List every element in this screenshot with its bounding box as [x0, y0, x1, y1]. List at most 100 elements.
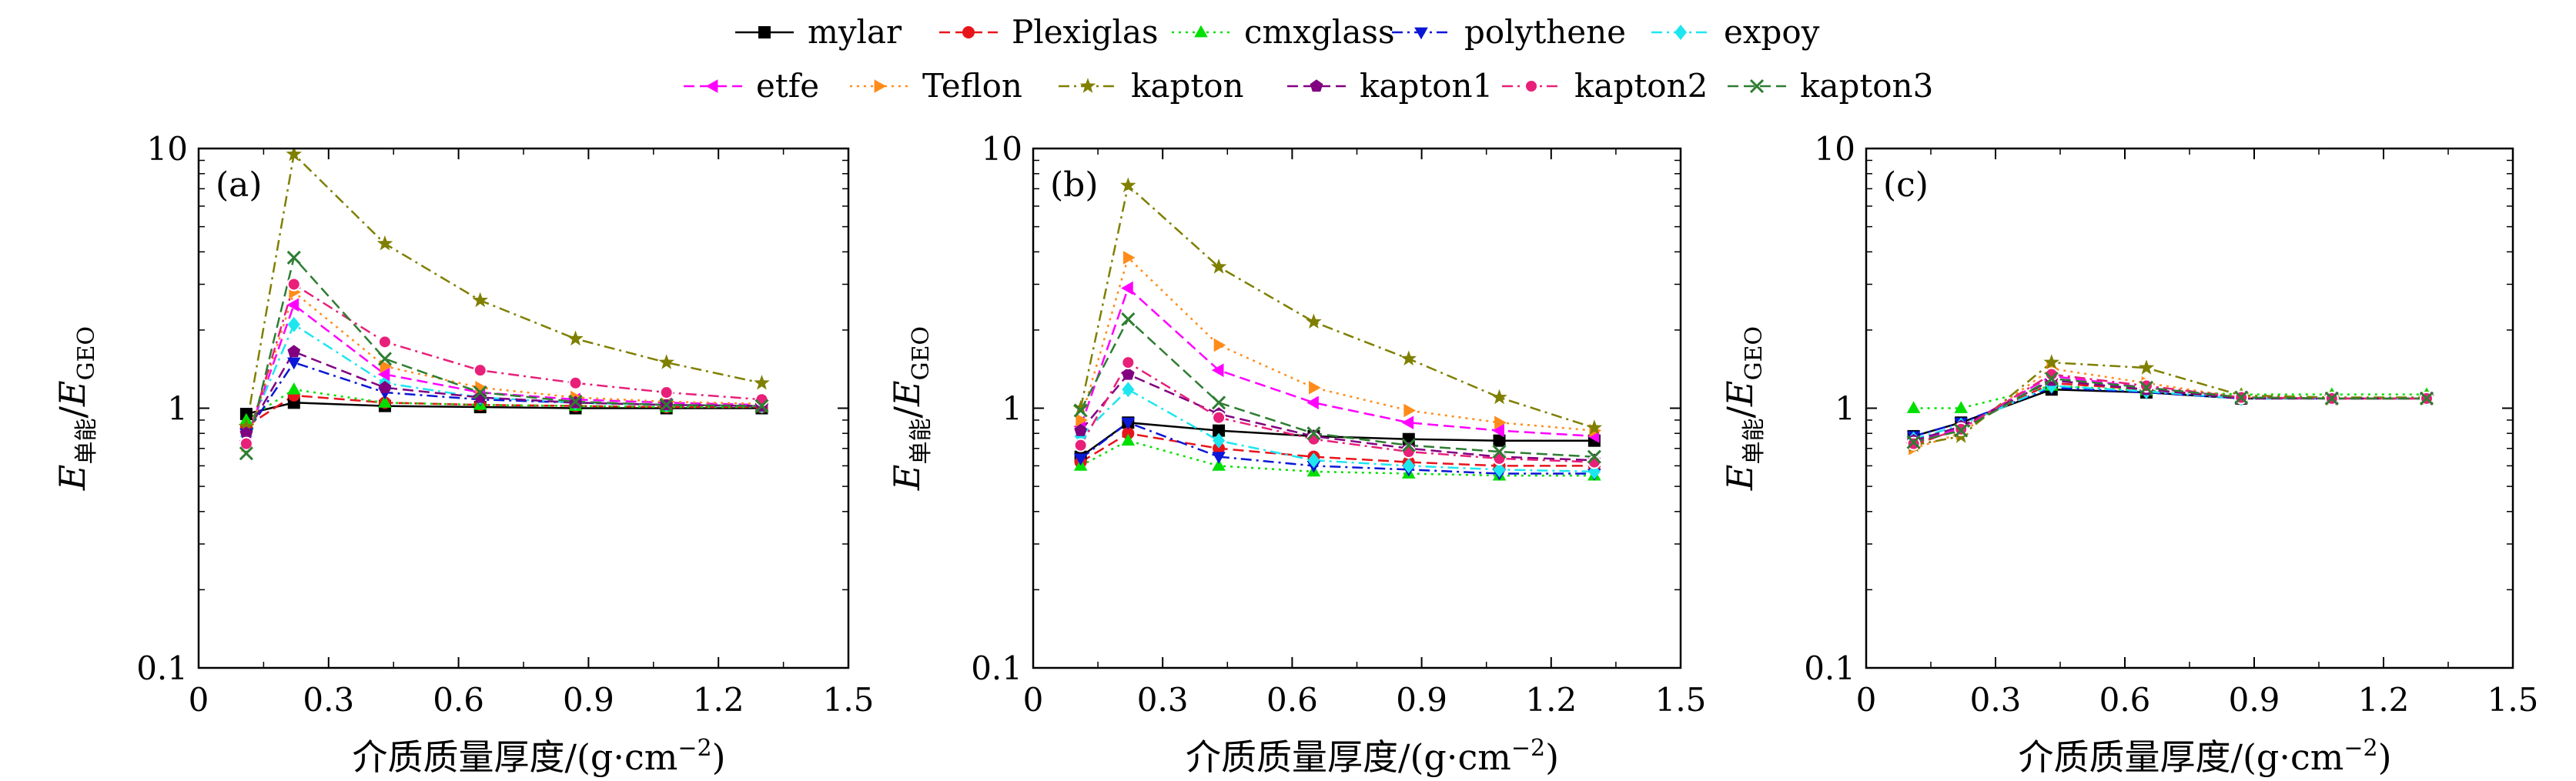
- point-kapton3: [1212, 396, 1226, 410]
- point-kapton3: [286, 250, 301, 265]
- series-line-expoy: [245, 322, 762, 437]
- y-tick-label: 0.1: [1804, 649, 1855, 687]
- point-kapton2: [1212, 410, 1226, 425]
- y-axis-title-part: 单能: [1741, 418, 1768, 464]
- x-tick-label: 1.5: [2487, 681, 2539, 719]
- point-kapton: [2043, 354, 2060, 369]
- point-etfe: [377, 367, 390, 382]
- y-axis-title-part: E: [1719, 464, 1761, 491]
- legend-item-etfe: etfe: [684, 67, 819, 105]
- legend-marker: [1674, 25, 1687, 40]
- point-kapton1: [1074, 423, 1087, 436]
- point-kapton2: [377, 335, 392, 349]
- point-kapton2: [659, 385, 674, 400]
- y-axis-title-part: E: [1719, 380, 1761, 407]
- legend-marker: [758, 26, 771, 38]
- point-expoy: [287, 316, 300, 332]
- plot-area: [238, 149, 770, 461]
- point-kapton3: [1121, 312, 1136, 326]
- legend-label: etfe: [756, 67, 819, 105]
- point-kapton3: [2324, 391, 2339, 406]
- x-tick-label: 1.2: [693, 681, 744, 719]
- point-kapton: [376, 235, 393, 251]
- point-etfe: [1121, 281, 1133, 295]
- legend-item-mylar: mylar: [735, 13, 902, 51]
- point-expoy: [1493, 462, 1506, 478]
- panel-c: 0 0.3 0.6 0.9 1.2 1.5 0.1 1 10 (c) 介质质量厚度/(g·cm−2)…: [1719, 130, 2538, 778]
- point-plexiglas: [1122, 427, 1135, 440]
- point-kapton: [1400, 350, 1417, 365]
- plot-frame: [197, 147, 850, 669]
- legend-label: mylar: [808, 13, 902, 51]
- y-axis-title-part: E: [52, 380, 93, 407]
- series-line-kapton3: [245, 255, 762, 454]
- series-line-teflon: [1913, 367, 2427, 449]
- y-axis-title-part: /: [1719, 406, 1761, 418]
- point-kapton3: [473, 385, 487, 400]
- point-cmxglass: [1954, 401, 1968, 413]
- point-mylar: [1493, 434, 1506, 447]
- plot-frame: [1032, 147, 1682, 669]
- point-kapton2: [286, 277, 301, 292]
- panel-label: (c): [1883, 165, 1929, 205]
- legend-item-expoy: expoy: [1651, 13, 1820, 51]
- panel-label: (a): [216, 165, 263, 205]
- series-line-kapton1: [1079, 372, 1594, 462]
- point-plexiglas: [1213, 442, 1226, 455]
- point-etfe: [1492, 423, 1504, 438]
- y-tick-label: 0.1: [971, 649, 1022, 687]
- point-teflon: [1403, 403, 1416, 418]
- legend-item-kapton: kapton: [1059, 67, 1244, 105]
- legend-label: kapton2: [1574, 67, 1708, 105]
- panel-label: (b): [1050, 165, 1099, 205]
- point-kapton: [238, 418, 255, 434]
- y-tick-label: 10: [1815, 130, 1855, 168]
- y-tick-label: 0.1: [136, 649, 188, 687]
- legend-label: Teflon: [922, 67, 1022, 105]
- x-tick-label: 0.6: [433, 681, 484, 719]
- legend-label: kapton1: [1360, 67, 1493, 105]
- point-kapton: [567, 330, 584, 346]
- series-line-kapton1: [245, 350, 762, 434]
- y-axis-title-part: /: [52, 406, 93, 418]
- legend-item-kapton2: kapton2: [1502, 67, 1708, 105]
- point-kapton: [1210, 259, 1227, 274]
- point-kapton: [1586, 419, 1603, 435]
- point-teflon: [1309, 380, 1321, 395]
- y-axis-title-part: 单能: [73, 418, 100, 464]
- point-kapton: [1120, 177, 1136, 192]
- point-kapton2: [568, 375, 583, 390]
- series-line-kapton: [1079, 183, 1595, 429]
- x-axis-title: 介质质量厚度/(g·cm−2): [1186, 735, 1559, 778]
- x-axis-title-text: 介质质量厚度/(g·cm: [1186, 736, 1511, 778]
- x-tick-label: 0: [1023, 681, 1044, 719]
- point-polythene: [1121, 417, 1136, 430]
- point-kapton: [472, 292, 488, 308]
- point-kapton3: [1587, 449, 1601, 464]
- series-line-kapton2: [1079, 361, 1594, 463]
- x-tick-label: 0.3: [1970, 681, 2022, 719]
- point-cmxglass: [1906, 401, 1921, 413]
- point-kapton2: [1073, 438, 1088, 452]
- point-kapton3: [2139, 380, 2154, 395]
- legend-marker: [705, 79, 718, 93]
- legend-item-kapton3: kapton3: [1728, 67, 1933, 105]
- legend-item-polythene: polythene: [1392, 13, 1626, 51]
- point-expoy: [1122, 382, 1135, 398]
- point-teflon: [380, 359, 393, 373]
- point-etfe: [1211, 363, 1224, 377]
- point-kapton2: [239, 436, 253, 451]
- point-kapton3: [1492, 444, 1507, 459]
- point-kapton3: [1954, 423, 1969, 438]
- x-tick-label: 0.6: [2099, 681, 2151, 719]
- point-kapton3: [1401, 438, 1416, 452]
- point-expoy: [1213, 432, 1226, 449]
- point-kapton2: [754, 392, 769, 407]
- series-line-teflon: [245, 290, 762, 446]
- y-axis-title: E单能/EGEO: [886, 326, 935, 491]
- plot-frame: [1865, 147, 2514, 669]
- x-axis-title-sup: −2: [1511, 735, 1545, 762]
- x-tick-label: 0.9: [1396, 681, 1447, 719]
- legend-item-kapton1: kapton1: [1287, 67, 1493, 105]
- y-axis-title-part: E: [52, 464, 93, 491]
